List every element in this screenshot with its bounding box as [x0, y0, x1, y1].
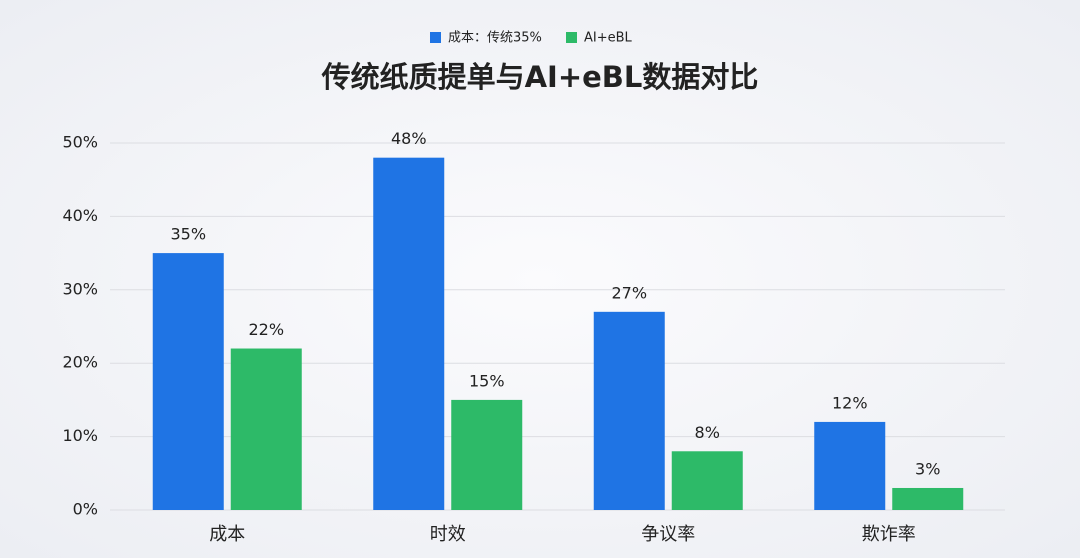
bar: [451, 399, 523, 510]
bar: [814, 421, 886, 510]
bar: [230, 348, 302, 510]
value-label: 15%: [469, 371, 505, 390]
y-tick-label: 50%: [62, 133, 98, 152]
legend-label: AI+eBL: [584, 31, 633, 46]
bar: [373, 157, 445, 510]
value-label: 8%: [695, 423, 720, 442]
bar: [152, 253, 224, 510]
y-tick-label: 20%: [62, 353, 98, 372]
y-tick-label: 30%: [62, 279, 98, 298]
x-tick-label: 争议率: [641, 524, 695, 545]
legend-swatch: [430, 32, 441, 43]
bar: [593, 311, 665, 510]
x-tick-label: 时效: [430, 524, 466, 545]
y-tick-label: 10%: [62, 426, 98, 445]
bar: [892, 487, 964, 510]
x-tick-label: 欺诈率: [862, 524, 916, 545]
chart-title: 传统纸质提单与AI+eBL数据对比: [321, 60, 759, 94]
legend-swatch: [566, 32, 577, 43]
bar: [671, 451, 743, 510]
value-label: 48%: [391, 129, 427, 148]
y-tick-label: 0%: [73, 500, 98, 519]
value-label: 27%: [611, 283, 647, 302]
value-label: 22%: [248, 320, 284, 339]
value-label: 35%: [170, 225, 206, 244]
y-tick-label: 40%: [62, 206, 98, 225]
legend-label: 成本：传统35%: [448, 31, 542, 46]
x-tick-label: 成本: [209, 524, 245, 545]
value-label: 12%: [832, 393, 868, 412]
value-label: 3%: [915, 459, 940, 478]
